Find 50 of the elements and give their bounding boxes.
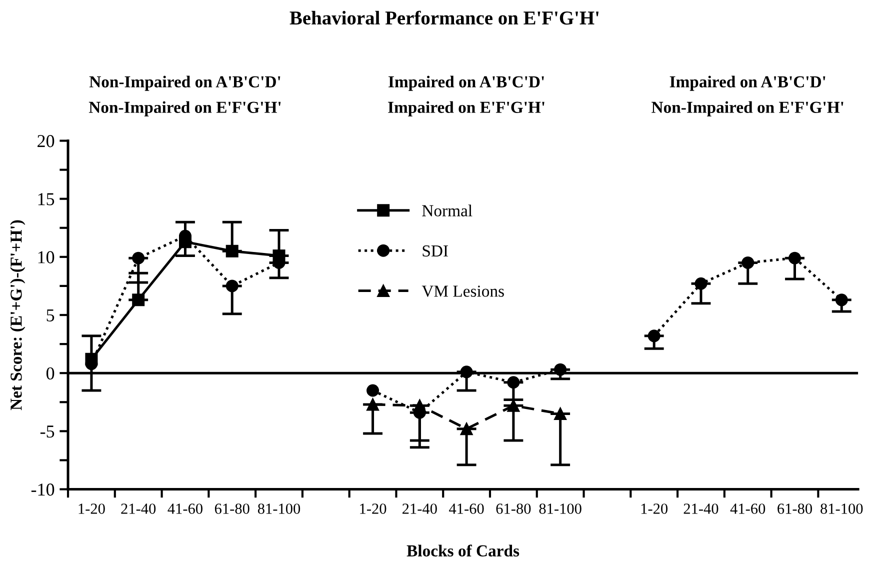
y-tick-label: -5 bbox=[40, 426, 54, 438]
point bbox=[788, 252, 801, 264]
x-tick-label: 1-20 bbox=[641, 504, 668, 514]
point bbox=[132, 294, 145, 306]
point bbox=[85, 352, 98, 366]
x-tick-label: 21-40 bbox=[402, 504, 437, 514]
x-tick-label: 61-80 bbox=[778, 504, 812, 514]
text: Impaired on A'B'C'D' Non-Impaired on E'F'G'H' bbox=[652, 76, 844, 116]
x-tick-label: 81-100 bbox=[258, 504, 300, 514]
x-tick-label: 81-100 bbox=[539, 504, 582, 514]
y-tick-label: 15 bbox=[38, 193, 54, 206]
point bbox=[835, 294, 848, 306]
legend-label: Normal bbox=[422, 204, 472, 216]
y-tick-label: 10 bbox=[38, 251, 54, 264]
chart-title: Behavioral Performance on E'F'G'H' bbox=[290, 10, 599, 25]
legend-label: VM Lesions bbox=[422, 286, 504, 297]
legend-label: SDI bbox=[422, 245, 448, 257]
x-tick-label: 41-60 bbox=[449, 504, 484, 514]
point bbox=[366, 384, 380, 397]
point bbox=[460, 366, 473, 378]
point bbox=[460, 422, 473, 436]
x-tick-label: 61-80 bbox=[214, 504, 250, 514]
point bbox=[648, 330, 660, 342]
point bbox=[694, 277, 708, 290]
point bbox=[272, 250, 286, 262]
y-tick-label: 20 bbox=[38, 135, 54, 148]
x-tick-label: 41-60 bbox=[730, 504, 766, 514]
point bbox=[132, 252, 145, 264]
y-tick-label: 5 bbox=[46, 309, 54, 322]
y-tick-label: -10 bbox=[31, 484, 54, 496]
point bbox=[507, 376, 520, 389]
point bbox=[742, 256, 754, 269]
x-tick-label: 41-60 bbox=[168, 504, 202, 514]
point bbox=[226, 244, 238, 258]
x-tick-label: 21-40 bbox=[121, 504, 156, 514]
x-tick-label: 81-100 bbox=[820, 504, 863, 514]
text: Impaired on A'B'C'D' Impaired on E'F'G'H' bbox=[388, 76, 544, 116]
x-tick-label: 21-40 bbox=[684, 504, 718, 514]
y-tick-label: 0 bbox=[46, 367, 54, 380]
text: Non-Impaired on A'B'C'D' Non-Impaired on E'F'G'H' bbox=[88, 76, 281, 116]
x-axis-title: Blocks of Cards bbox=[406, 544, 520, 556]
y-axis-title: Net Score: (E'+G')-(F'+H') bbox=[10, 220, 26, 410]
x-tick-label: 61-80 bbox=[496, 504, 531, 514]
point bbox=[366, 398, 380, 411]
point bbox=[226, 280, 238, 292]
x-tick-label: 1-20 bbox=[360, 504, 386, 514]
point bbox=[554, 407, 567, 420]
x-tick-label: 1-20 bbox=[78, 504, 105, 514]
point bbox=[554, 363, 567, 376]
point bbox=[178, 236, 192, 248]
